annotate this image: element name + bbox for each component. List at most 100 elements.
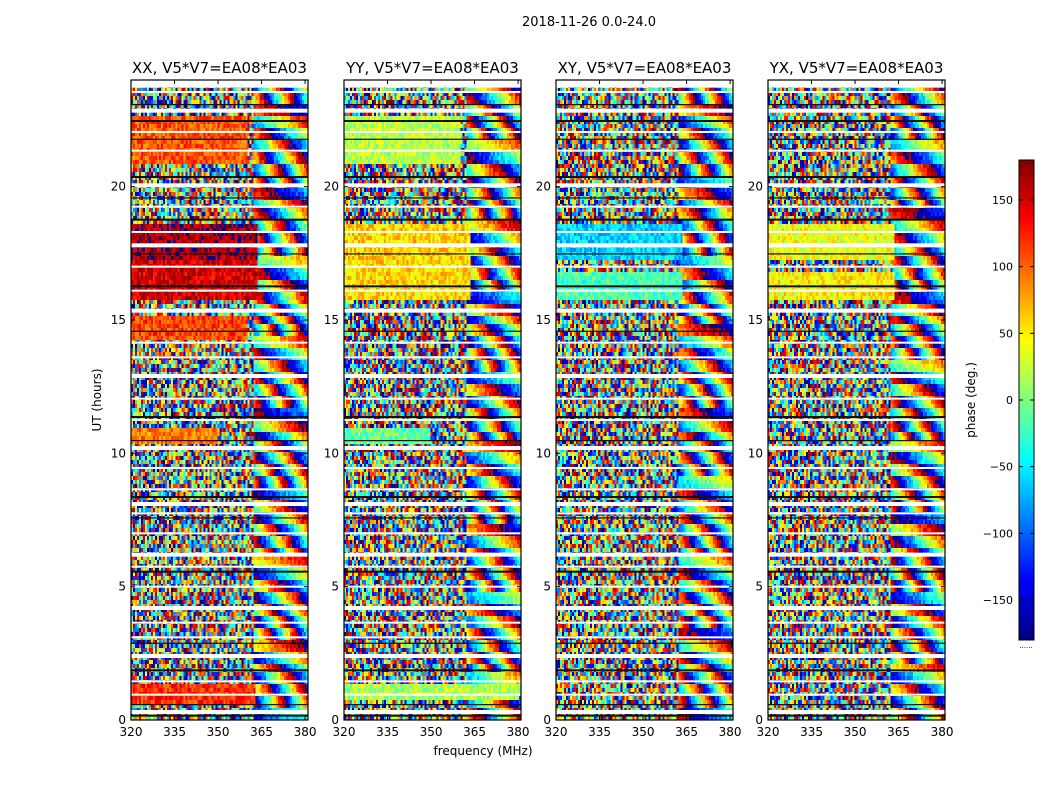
dark-row [131, 570, 308, 573]
flagged-row [768, 419, 945, 421]
flagged-row [344, 565, 521, 568]
dark-row [344, 120, 521, 122]
flagged-row [556, 636, 733, 639]
flagged-row [131, 552, 308, 557]
flagged-row [344, 606, 521, 610]
flagged-row [768, 356, 945, 359]
flagged-row [344, 341, 521, 344]
flagged-row [344, 693, 521, 696]
colorbar-label: phase (deg.) [964, 362, 978, 438]
dark-row [768, 416, 945, 418]
dark-row [344, 642, 521, 644]
x-tick-label: 350 [420, 725, 443, 739]
no-data-strip [768, 80, 945, 87]
flagged-row [344, 502, 521, 506]
dark-row [344, 416, 521, 418]
colorbar-tick-label: 50 [999, 327, 1013, 340]
dark-row [131, 218, 308, 221]
flagged-row [768, 183, 945, 188]
colorbar-tick-label: −100 [983, 527, 1013, 540]
flagged-row [556, 710, 733, 714]
flagged-row [556, 356, 733, 359]
flagged-row [344, 243, 521, 248]
y-tick-label: 5 [755, 580, 763, 594]
y-tick-label: 20 [536, 180, 551, 194]
flagged-row [768, 397, 945, 400]
flagged-row [131, 467, 308, 469]
panel-frame [343, 79, 522, 721]
dark-row [768, 496, 945, 498]
panel-3: XY, V5*V7=EA08*EA03 320 335 350 365 380 0 5 10 15… [536, 59, 742, 739]
flagged-row [556, 532, 733, 535]
flagged-row [344, 91, 521, 93]
dark-row [131, 440, 308, 442]
colorbar-tick-label: −150 [983, 594, 1013, 607]
dark-row [556, 330, 733, 332]
flagged-row [768, 374, 945, 378]
dark-row [556, 440, 733, 442]
dark-row [131, 496, 308, 498]
y-tick-label: 5 [331, 580, 339, 594]
colorbar-footer: ...... [1019, 642, 1032, 650]
flagged-row [556, 108, 733, 113]
dark-row [344, 197, 521, 199]
flagged-row [556, 621, 733, 624]
dark-row [768, 517, 945, 519]
colorbar-ticks: 150 100 50 0 −50 −100 −150 [983, 194, 1034, 607]
flagged-row [131, 131, 308, 133]
dark-row [768, 642, 945, 644]
flagged-row [131, 621, 308, 624]
y-tick-label: 0 [331, 713, 339, 727]
dark-row [344, 218, 521, 221]
dark-row [344, 104, 521, 106]
y-tick-label: 10 [748, 446, 763, 460]
x-tick-label: 365 [463, 725, 486, 739]
dark-row [344, 176, 521, 178]
flagged-row [556, 231, 733, 233]
flagged-row [556, 693, 733, 696]
dark-row [556, 197, 733, 199]
flagged-row [556, 680, 733, 683]
x-tick-label: 380 [294, 725, 317, 739]
dark-row [556, 176, 733, 178]
y-tick-label: 5 [543, 580, 551, 594]
y-tick-label: 15 [748, 313, 763, 327]
panel-title: YY, V5*V7=EA08*EA03 [345, 59, 519, 77]
x-tick-label: 320 [333, 725, 356, 739]
flagged-row [344, 231, 521, 233]
panel-frame [555, 79, 734, 721]
flagged-row [131, 710, 308, 714]
flagged-row [768, 680, 945, 683]
flagged-row [768, 565, 945, 568]
dark-row [131, 120, 308, 122]
x-tick-label: 350 [632, 725, 655, 739]
flagged-row [344, 308, 521, 313]
y-tick-label: 20 [748, 180, 763, 194]
flagged-row [556, 149, 733, 152]
colorbar-tick-label: 100 [992, 261, 1013, 274]
dark-row [344, 253, 521, 255]
flagged-row [344, 397, 521, 400]
flagged-row [131, 488, 308, 491]
x-tick-label: 380 [507, 725, 530, 739]
flagged-row [768, 532, 945, 535]
flagged-row [556, 91, 733, 93]
flagged-row [131, 289, 308, 292]
flagged-row [131, 91, 308, 93]
dark-row [131, 714, 308, 717]
flagged-row [131, 205, 308, 208]
x-tick-label: 335 [800, 725, 823, 739]
flagged-row [768, 654, 945, 658]
flagged-row [131, 502, 308, 506]
flagged-row [556, 131, 733, 133]
flagged-row [131, 419, 308, 421]
dark-row [131, 416, 308, 418]
panel-4: YX, V5*V7=EA08*EA03 320 335 350 365 380 0 5 10 15… [748, 59, 954, 739]
flagged-row [344, 710, 521, 714]
flagged-row [556, 341, 733, 344]
dark-row [556, 253, 733, 255]
y-tick-label: 10 [536, 446, 551, 460]
dark-row [556, 642, 733, 644]
dark-row [768, 330, 945, 332]
